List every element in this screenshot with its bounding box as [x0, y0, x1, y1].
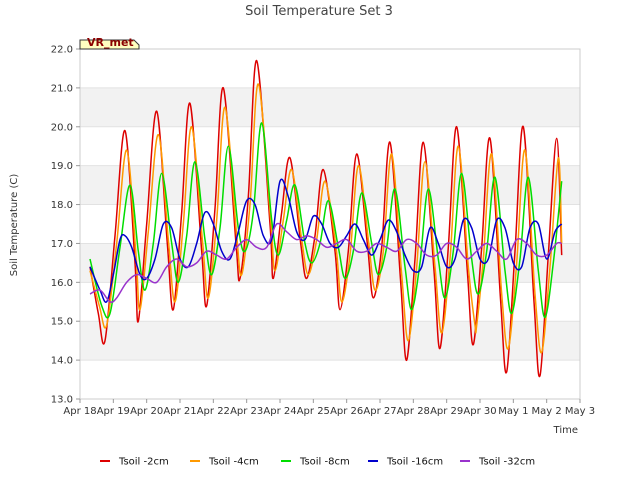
series-line-4: [89, 178, 563, 304]
x-tick-label: Apr 26: [330, 406, 363, 417]
x-tick-label: Apr 25: [297, 406, 330, 417]
y-tick-label: 17.0: [51, 239, 73, 250]
grid-band: [80, 321, 580, 361]
x-tick-label: Apr 20: [130, 406, 163, 417]
legend: Tsoil -2cm Tsoil -4cm Tsoil -8cm Tsoil -16c…: [100, 457, 535, 468]
y-tick-label: 14.0: [51, 356, 73, 367]
x-tick-label: Apr 29: [430, 406, 463, 417]
series-line-5: [89, 222, 562, 303]
x-tick-label: Apr 19: [97, 406, 130, 417]
legend-label: Tsoil -32cm: [478, 457, 535, 468]
badge-label: VR_met: [87, 36, 134, 49]
legend-label: Tsoil -16cm: [386, 457, 443, 468]
y-tick-label: 22.0: [51, 45, 73, 56]
y-axis: 13.0 14.0 15.0 16.0 17.0 18.0 19.0 20.0 21.0 22.0: [51, 45, 80, 406]
series-line-2: [89, 83, 563, 354]
x-tick-label: May 1: [498, 406, 528, 417]
x-tick-label: May 2: [532, 406, 562, 417]
legend-label: Tsoil -2cm: [118, 457, 169, 468]
x-tick-label: May 3: [565, 406, 595, 417]
x-tick-label: Apr 30: [463, 406, 496, 417]
x-tick-label: Apr 27: [363, 406, 396, 417]
grid-band: [80, 87, 580, 127]
chart-title: Soil Temperature Set 3: [245, 4, 393, 19]
y-tick-label: 19.0: [51, 161, 73, 172]
y-tick-label: 18.0: [51, 200, 73, 211]
y-tick-label: 20.0: [51, 122, 73, 133]
plot-frame: [79, 48, 581, 400]
grid-band: [80, 243, 580, 283]
y-tick-label: 15.0: [51, 317, 73, 328]
vr-met-badge: VR_met: [79, 36, 140, 50]
x-tick-label: Apr 23: [230, 406, 263, 417]
series-line-3: [89, 122, 563, 319]
grid-band: [80, 165, 580, 205]
x-axis: Apr 18 Apr 19 Apr 20 Apr 21 Apr 22 Apr 23 Apr …: [63, 399, 595, 417]
legend-label: Tsoil -4cm: [208, 457, 259, 468]
badge-tab-shape: [79, 39, 140, 50]
x-axis-label: Time: [553, 425, 578, 436]
x-tick-label: Apr 21: [163, 406, 196, 417]
series-lines: [89, 59, 563, 378]
x-tick-label: Apr 22: [197, 406, 230, 417]
x-tick-label: Apr 28: [397, 406, 430, 417]
x-tick-label: Apr 18: [63, 406, 96, 417]
y-tick-label: 13.0: [51, 395, 73, 406]
legend-label: Tsoil -8cm: [299, 457, 350, 468]
x-tick-label: Apr 24: [263, 406, 296, 417]
y-axis-label: Soil Temperature (C): [9, 174, 20, 277]
y-tick-label: 16.0: [51, 278, 73, 289]
y-tick-label: 21.0: [51, 83, 73, 94]
